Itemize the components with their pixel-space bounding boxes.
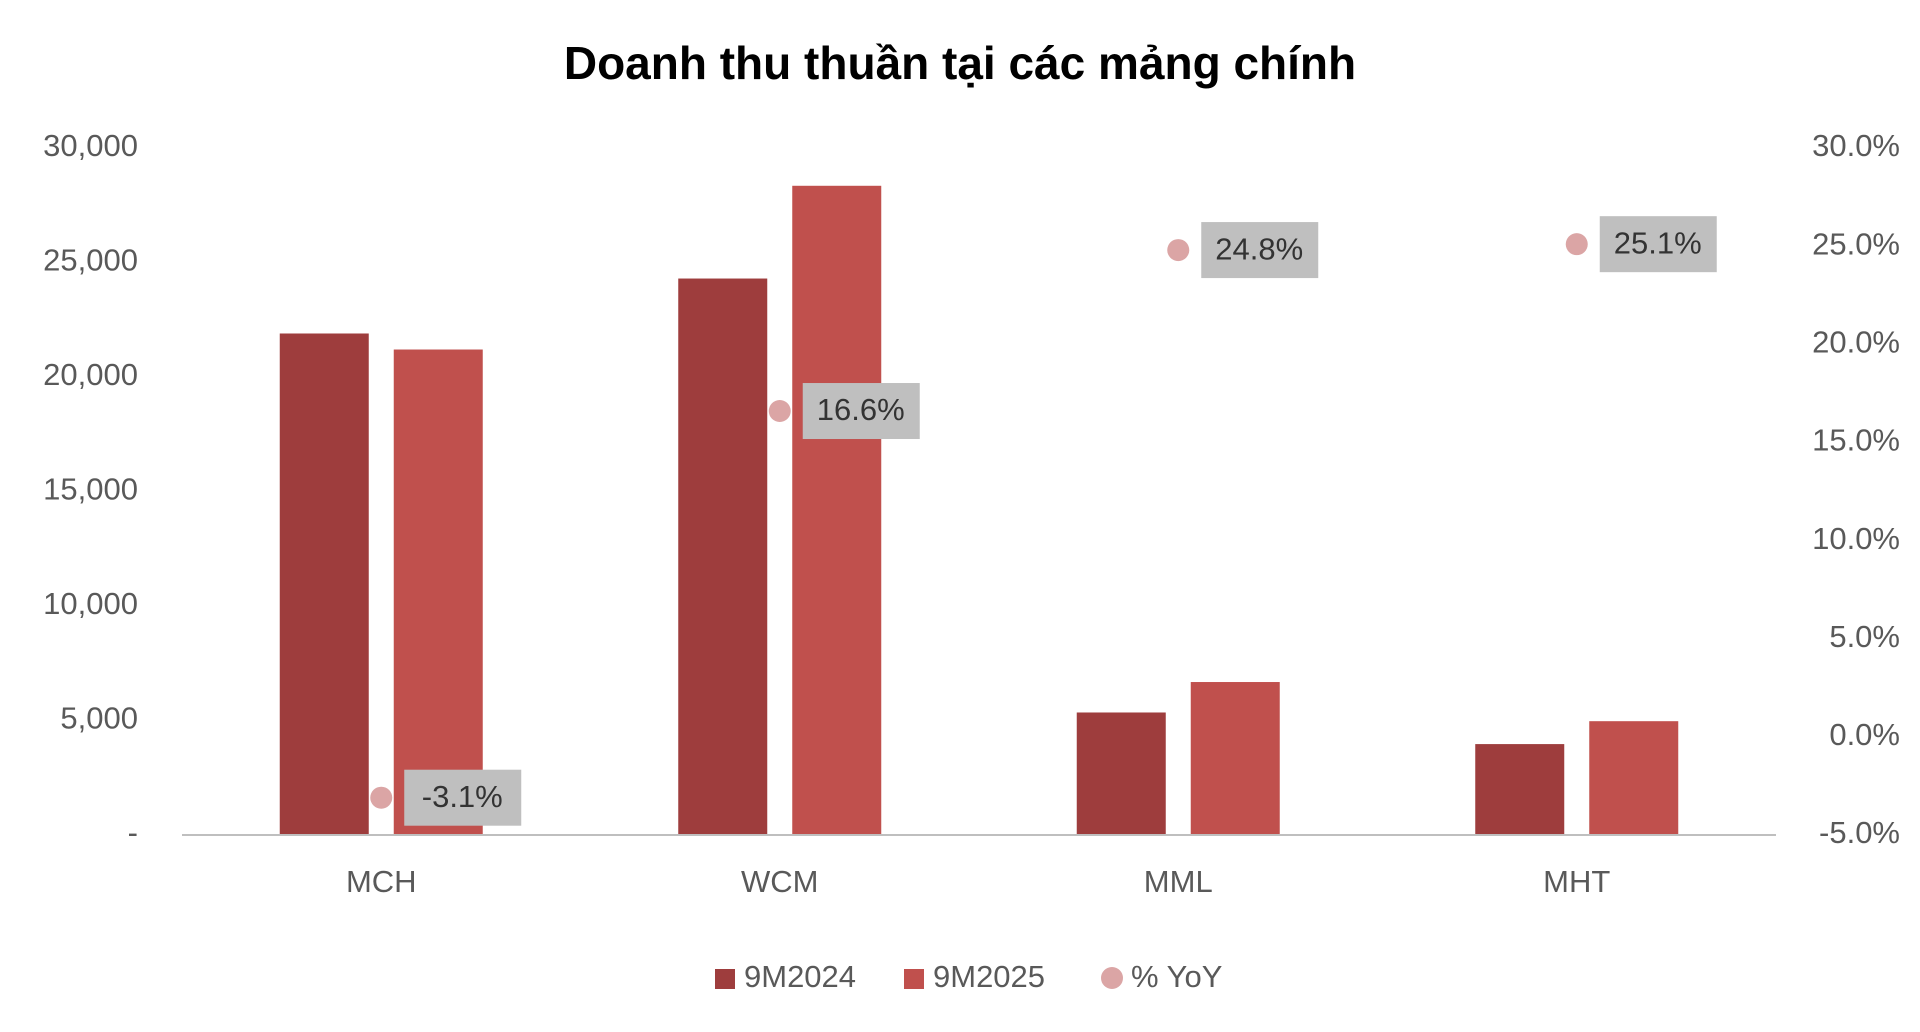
y2-tick-label: 25.0%: [1812, 226, 1900, 261]
data-label-box: [1599, 216, 1717, 273]
data-label: -3.1%: [422, 779, 503, 814]
y-tick-label: 30,000: [43, 128, 138, 163]
x-tick-label: WCM: [741, 864, 818, 899]
bar: [393, 349, 483, 835]
y-tick-label: 10,000: [43, 586, 138, 621]
y2-tick-label: 10.0%: [1812, 521, 1900, 556]
y-tick-label: 25,000: [43, 243, 138, 278]
yoy-point: [370, 786, 393, 809]
legend-marker: [1101, 967, 1123, 989]
x-tick-label: MHT: [1543, 864, 1610, 899]
legend-label: % YoY: [1131, 959, 1222, 994]
bar: [792, 185, 882, 835]
y2-tick-label: 5.0%: [1829, 619, 1900, 654]
bar: [678, 278, 768, 835]
chart-title: Doanh thu thuần tại các mảng chính: [564, 37, 1356, 89]
data-label: 25.1%: [1614, 225, 1702, 260]
bar: [279, 333, 369, 835]
bar: [1076, 712, 1166, 835]
x-tick-label: MCH: [346, 864, 417, 899]
legend-label: 9M2025: [933, 959, 1045, 994]
y-tick-label: 20,000: [43, 357, 138, 392]
y2-tick-label: 15.0%: [1812, 423, 1900, 458]
y-tick-label: -: [128, 815, 138, 850]
yoy-point: [768, 400, 791, 423]
bar: [1190, 682, 1280, 835]
bar: [1589, 721, 1679, 835]
y2-tick-label: -5.0%: [1819, 815, 1900, 850]
bar: [1475, 744, 1565, 835]
y-tick-label: 5,000: [60, 701, 138, 736]
data-label: 16.6%: [817, 392, 905, 427]
legend-label: 9M2024: [744, 959, 856, 994]
data-label-box: [1201, 222, 1319, 279]
data-label: 24.8%: [1215, 231, 1303, 266]
y2-tick-label: 0.0%: [1829, 717, 1900, 752]
data-label-box: [802, 383, 920, 440]
y2-tick-label: 30.0%: [1812, 128, 1900, 163]
yoy-point: [1565, 233, 1588, 256]
legend-marker: [904, 969, 924, 989]
legend-marker: [715, 969, 735, 989]
y2-tick-label: 20.0%: [1812, 324, 1900, 359]
yoy-point: [1167, 239, 1190, 262]
y-tick-label: 15,000: [43, 472, 138, 507]
x-tick-label: MML: [1144, 864, 1213, 899]
data-label-box: [404, 769, 522, 826]
